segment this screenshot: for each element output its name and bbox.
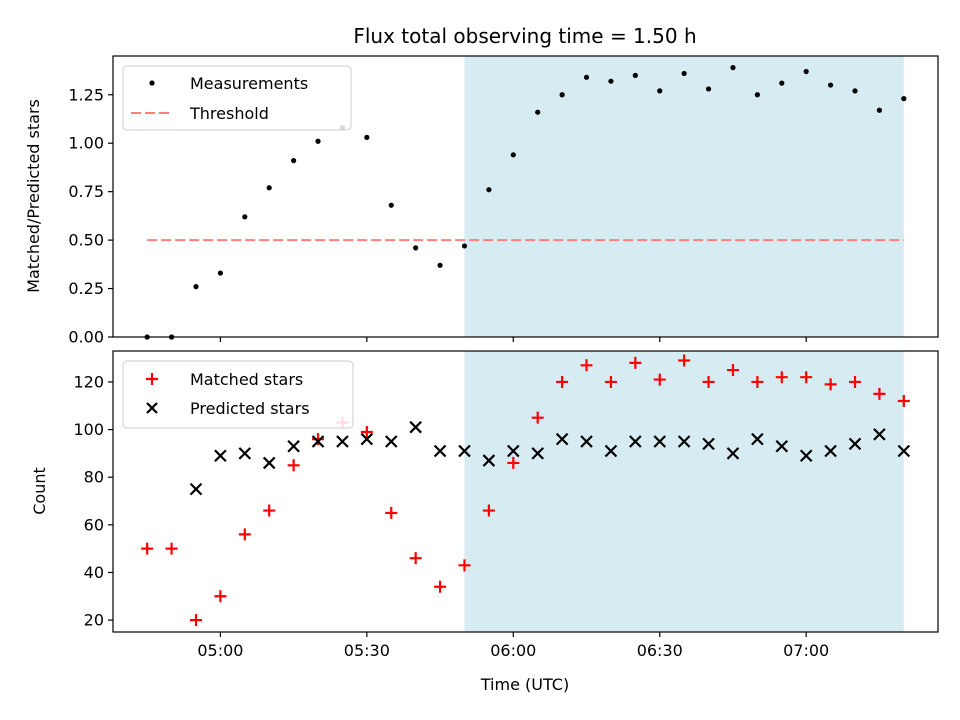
top-panel: 0.00 0.25 0.50 0.75 1.00 1.25 Matched/Predict… (24, 56, 938, 347)
measurement-point (437, 263, 442, 268)
x-tick-label: 05:00 (197, 641, 243, 660)
matched-star-point (239, 528, 251, 540)
matched-star-point (214, 590, 226, 602)
measurement-point (901, 96, 906, 101)
measurement-point (779, 81, 784, 86)
measurement-point (608, 79, 613, 84)
measurement-point (218, 270, 223, 275)
y-tick-label: 60 (84, 515, 104, 534)
top-x-ticks (220, 337, 806, 342)
y-tick-label: 80 (84, 468, 104, 487)
legend-predicted-label: Predicted stars (190, 399, 310, 418)
y-tick-label: 100 (73, 420, 104, 439)
matched-star-point (263, 505, 275, 517)
measurement-point (535, 110, 540, 115)
predicted-star-point (410, 422, 421, 433)
legend-matched-label: Matched stars (190, 370, 303, 389)
measurement-point (828, 82, 833, 87)
observing-window-band (464, 351, 903, 632)
matched-star-point (410, 552, 422, 564)
legend-threshold-label: Threshold (189, 104, 269, 123)
predicted-star-point (337, 436, 348, 447)
bottom-y-ticks: 20 40 60 80 100 120 (73, 372, 113, 629)
chart-title: Flux total observing time = 1.50 h (353, 24, 696, 48)
legend-measurements-label: Measurements (190, 74, 308, 93)
top-legend: Measurements Threshold (123, 66, 351, 130)
top-y-ticks: 0.00 0.25 0.50 0.75 1.00 1.25 (68, 85, 113, 346)
y-tick-label: 1.00 (68, 134, 104, 153)
y-tick-label: 0.75 (68, 182, 104, 201)
y-tick-label: 120 (73, 372, 104, 391)
y-tick-label: 0.50 (68, 231, 104, 250)
measurement-point (730, 65, 735, 70)
figure: Flux total observing time = 1.50 h 0.000… (0, 0, 960, 720)
measurement-point (584, 75, 589, 80)
x-axis-label: Time (UTC) (480, 675, 569, 694)
predicted-star-point (239, 448, 250, 459)
measurement-point (462, 243, 467, 248)
measurement-point (486, 187, 491, 192)
measurement-point (242, 214, 247, 219)
matched-star-point (312, 433, 324, 445)
measurement-point (682, 71, 687, 76)
predicted-star-point (215, 450, 226, 461)
predicted-star-point (264, 457, 275, 468)
measurement-point (364, 135, 369, 140)
matched-star-point (434, 581, 446, 593)
measurement-point (193, 284, 198, 289)
measurement-point (511, 152, 516, 157)
y-tick-label: 0.00 (68, 328, 104, 347)
measurement-point (560, 92, 565, 97)
x-tick-label: 06:00 (490, 641, 536, 660)
observing-window-band (464, 56, 903, 337)
measurement-point (706, 86, 711, 91)
matched-star-point (190, 614, 202, 626)
measurement-point (804, 69, 809, 74)
measurement-point (413, 245, 418, 250)
bottom-y-axis-label: Count (30, 467, 49, 515)
matched-star-point (385, 507, 397, 519)
measurement-point (852, 88, 857, 93)
x-tick-label: 07:00 (783, 641, 829, 660)
measurement-point (657, 88, 662, 93)
matched-star-point (288, 459, 300, 471)
predicted-star-point (435, 446, 446, 457)
x-tick-label: 06:30 (637, 641, 683, 660)
top-y-axis-label: Matched/Predicted stars (24, 99, 43, 293)
legend-measurements-marker (149, 80, 154, 85)
y-tick-label: 1.25 (68, 85, 104, 104)
measurement-point (267, 185, 272, 190)
measurement-point (315, 139, 320, 144)
x-tick-label: 05:30 (344, 641, 390, 660)
measurement-point (877, 108, 882, 113)
measurement-point (389, 203, 394, 208)
matched-star-point (141, 543, 153, 555)
y-tick-label: 20 (84, 611, 104, 630)
predicted-star-point (288, 441, 299, 452)
measurement-point (291, 158, 296, 163)
predicted-star-point (386, 436, 397, 447)
y-tick-label: 40 (84, 563, 104, 582)
measurement-point (633, 73, 638, 78)
matched-star-point (166, 543, 178, 555)
y-tick-label: 0.25 (68, 279, 104, 298)
bottom-panel: 20 40 60 80 100 120 05:00 05:30 06:00 06:30 07:00… (30, 351, 938, 694)
bottom-legend: Matched stars Predicted stars (123, 361, 353, 428)
measurement-point (755, 92, 760, 97)
predicted-star-point (190, 484, 201, 495)
bottom-x-ticks: 05:00 05:30 06:00 06:30 07:00 (197, 632, 829, 660)
